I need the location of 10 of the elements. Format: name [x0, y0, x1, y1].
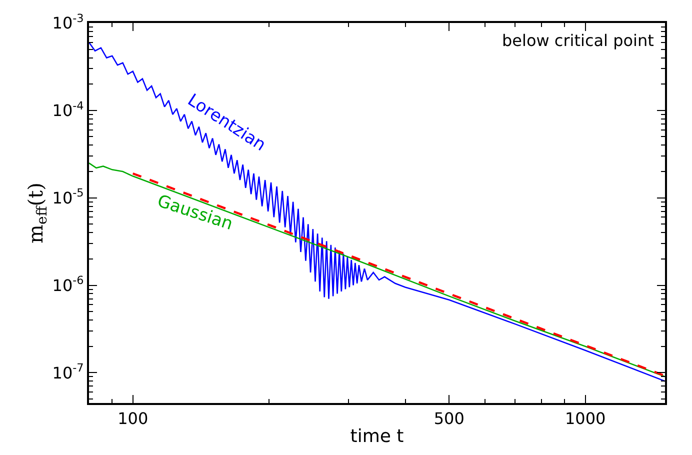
x-tick-label: 500: [434, 409, 464, 428]
x-axis-title: time t: [350, 426, 404, 447]
y-tick-label: 10$^{-6}$: [52, 274, 84, 295]
y-tick-label: 10$^{-3}$: [52, 12, 84, 33]
x-tick-label: 100: [118, 409, 148, 428]
annotation: below critical point: [502, 31, 654, 50]
y-tick-label: 10$^{-4}$: [52, 99, 84, 120]
x-tick-label: 1000: [564, 409, 606, 428]
y-tick-label: 10$^{-7}$: [52, 362, 84, 382]
y-tick-label: 10$^{-5}$: [52, 186, 84, 208]
